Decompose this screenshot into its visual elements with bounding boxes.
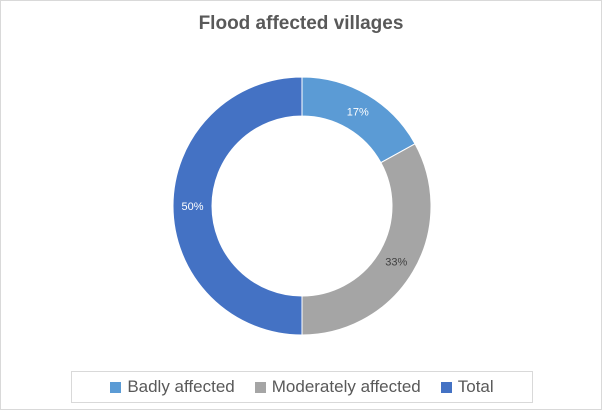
slice-total (172, 76, 303, 336)
legend-swatch-moderately-affected (254, 381, 266, 393)
slice-moderately-affected (301, 143, 432, 336)
legend-swatch-badly-affected (110, 381, 122, 393)
donut-slices (172, 76, 432, 336)
legend: Badly affected Moderately affected Total (71, 371, 533, 403)
donut-data-labels: 17% 33% 50% (181, 107, 407, 269)
data-label-total: 50% (181, 201, 203, 213)
legend-label: Badly affected (127, 377, 235, 396)
legend-label: Total (457, 377, 494, 396)
chart-title: Flood affected villages (198, 13, 404, 34)
legend-item-total: Total (440, 377, 494, 397)
legend-item-moderately-affected: Moderately affected (254, 377, 421, 397)
slice-badly-affected (301, 76, 416, 164)
data-label-moderately-affected: 33% (385, 257, 407, 269)
legend-item-badly-affected: Badly affected (110, 377, 235, 397)
legend-label: Moderately affected (271, 377, 421, 396)
data-label-badly-affected: 17% (347, 107, 369, 119)
legend-swatch-total (440, 381, 452, 393)
